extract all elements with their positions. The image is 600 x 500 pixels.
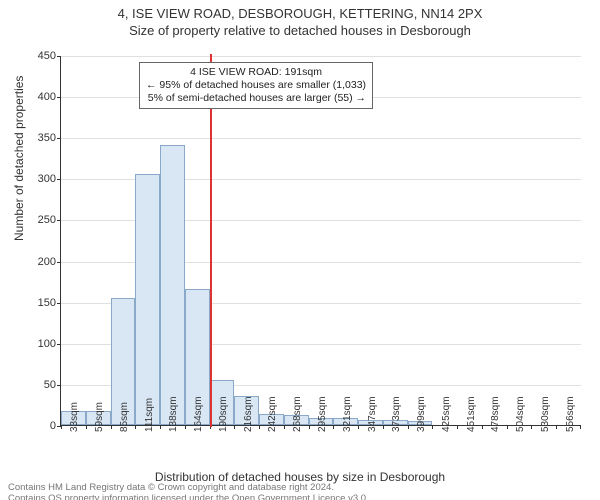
y-tick xyxy=(57,344,61,345)
title-line-1: 4, ISE VIEW ROAD, DESBOROUGH, KETTERING,… xyxy=(0,6,600,21)
y-tick xyxy=(57,303,61,304)
x-tick xyxy=(234,425,235,429)
x-tick-label: 347sqm xyxy=(367,396,378,432)
y-tick-label: 0 xyxy=(26,420,56,432)
x-tick-label: 556sqm xyxy=(565,396,576,432)
x-tick-label: 59sqm xyxy=(94,402,105,432)
y-tick-label: 50 xyxy=(26,379,56,391)
x-tick xyxy=(160,425,161,429)
y-tick-label: 150 xyxy=(26,297,56,309)
y-tick-label: 100 xyxy=(26,338,56,350)
copyright-line-2: Contains OS property information license… xyxy=(8,493,369,500)
x-tick xyxy=(383,425,384,429)
y-tick-label: 250 xyxy=(26,214,56,226)
x-tick-label: 399sqm xyxy=(416,396,427,432)
x-tick-label: 373sqm xyxy=(391,396,402,432)
tooltip-line-2: ← 95% of detached houses are smaller (1,… xyxy=(146,79,366,92)
x-tick-label: 164sqm xyxy=(193,396,204,432)
x-tick xyxy=(135,425,136,429)
x-tick xyxy=(358,425,359,429)
copyright-text: Contains HM Land Registry data © Crown c… xyxy=(8,483,369,500)
y-gridline xyxy=(61,56,581,57)
x-tick-label: 530sqm xyxy=(540,396,551,432)
x-tick-label: 425sqm xyxy=(441,396,452,432)
y-tick xyxy=(57,56,61,57)
x-tick-label: 242sqm xyxy=(267,396,278,432)
histogram-bar xyxy=(160,145,185,425)
y-tick xyxy=(57,179,61,180)
x-tick xyxy=(284,425,285,429)
marker-line xyxy=(210,54,212,427)
x-tick-label: 111sqm xyxy=(144,398,155,432)
x-tick-label: 190sqm xyxy=(218,396,229,432)
y-gridline xyxy=(61,138,581,139)
tooltip-line-1: 4 ISE VIEW ROAD: 191sqm xyxy=(146,66,366,79)
y-tick xyxy=(57,138,61,139)
x-tick-label: 268sqm xyxy=(292,396,303,432)
x-tick-label: 295sqm xyxy=(317,396,328,432)
x-tick-label: 138sqm xyxy=(168,396,179,432)
x-tick-label: 451sqm xyxy=(466,396,477,432)
x-tick-label: 504sqm xyxy=(515,396,526,432)
title-line-2: Size of property relative to detached ho… xyxy=(0,23,600,38)
chart-container: 4, ISE VIEW ROAD, DESBOROUGH, KETTERING,… xyxy=(0,6,600,500)
x-tick xyxy=(309,425,310,429)
y-axis-label: Number of detached properties xyxy=(12,76,26,241)
y-tick xyxy=(57,385,61,386)
x-tick-label: 478sqm xyxy=(490,396,501,432)
x-tick xyxy=(432,425,433,429)
x-tick xyxy=(531,425,532,429)
copyright-line-1: Contains HM Land Registry data © Crown c… xyxy=(8,482,334,493)
x-tick-label: 216sqm xyxy=(243,396,254,432)
x-tick xyxy=(86,425,87,429)
y-tick-label: 450 xyxy=(26,50,56,62)
x-tick xyxy=(333,425,334,429)
y-tick xyxy=(57,97,61,98)
x-tick-label: 33sqm xyxy=(69,402,80,432)
x-tick xyxy=(408,425,409,429)
y-tick xyxy=(57,262,61,263)
tooltip-line-3: 5% of semi-detached houses are larger (5… xyxy=(146,92,366,105)
x-tick xyxy=(482,425,483,429)
y-tick xyxy=(57,220,61,221)
x-tick xyxy=(580,425,581,429)
y-tick-label: 350 xyxy=(26,132,56,144)
x-tick xyxy=(61,425,62,429)
x-tick xyxy=(259,425,260,429)
tooltip-box: 4 ISE VIEW ROAD: 191sqm← 95% of detached… xyxy=(139,62,373,109)
x-tick xyxy=(457,425,458,429)
y-tick-label: 300 xyxy=(26,173,56,185)
x-tick xyxy=(556,425,557,429)
x-tick-label: 321sqm xyxy=(342,396,353,432)
x-tick-label: 85sqm xyxy=(119,402,130,432)
y-tick-label: 400 xyxy=(26,91,56,103)
plot-area: 05010015020025030035040045033sqm59sqm85s… xyxy=(60,56,580,426)
y-tick-label: 200 xyxy=(26,256,56,268)
x-tick xyxy=(507,425,508,429)
x-tick xyxy=(111,425,112,429)
histogram-bar xyxy=(135,174,160,425)
x-tick xyxy=(185,425,186,429)
